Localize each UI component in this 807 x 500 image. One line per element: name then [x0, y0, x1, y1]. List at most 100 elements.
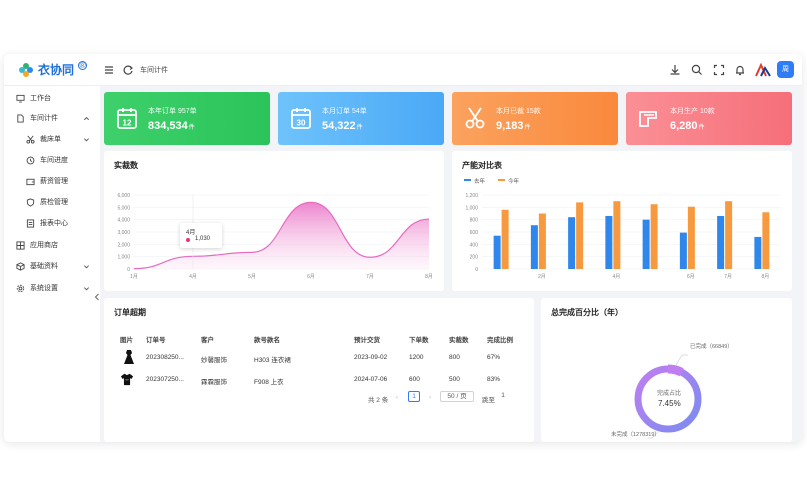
bell-icon[interactable] — [733, 63, 747, 77]
sidebar-item-label: 系统设置 — [30, 285, 58, 292]
x-tick-label: 5月 — [248, 274, 256, 280]
x-tick-label: 4月 — [189, 274, 197, 280]
bar — [725, 201, 733, 269]
chevron-down-icon — [84, 286, 89, 290]
sidebar-item-label: 质检管理 — [40, 199, 68, 206]
cube-icon — [16, 261, 25, 271]
user-avatar[interactable]: 周 — [777, 61, 794, 78]
y-tick-label: 1,200 — [465, 193, 478, 199]
search-icon[interactable] — [690, 63, 704, 77]
pager-goto-input[interactable]: 1 — [501, 392, 505, 399]
col-ordered: 下单数 — [409, 337, 429, 344]
refresh-icon[interactable] — [121, 63, 135, 77]
sidebar-item-quality[interactable]: 质检管理 — [4, 193, 100, 211]
col-delivery: 预计交货 — [354, 337, 380, 344]
y-tick-label: 4,000 — [117, 218, 130, 224]
page-size-select[interactable]: 50 / 页 — [440, 391, 474, 402]
x-tick-label: 6月 — [307, 274, 315, 280]
logo-text: 衣协同 — [38, 63, 75, 77]
breadcrumb[interactable]: 车间计件 — [140, 67, 168, 74]
cell-style: H303 连衣裙 — [254, 357, 291, 364]
panel-title: 产能对比表 — [462, 161, 502, 170]
stat-value: 6,280件 — [670, 120, 705, 132]
y-tick-label: 0 — [127, 267, 130, 273]
col-order-no: 订单号 — [146, 337, 166, 344]
sidebar-item-workbench[interactable]: 工作台 — [4, 89, 100, 107]
tooltip-month: 4月 — [186, 230, 196, 236]
bar — [650, 204, 658, 269]
sidebar-item-piecework[interactable]: 车间计件 — [4, 109, 100, 127]
stat-card-month-orders[interactable]: 30 本月订单 54单 54,322件 — [278, 92, 444, 145]
sidebar-item-label: 裁床单 — [40, 136, 61, 143]
pager-next-icon[interactable]: › — [429, 394, 432, 401]
cell-ordered: 1200 — [409, 354, 424, 361]
calendar-30-icon: 30 — [291, 108, 311, 129]
scissors-icon — [465, 107, 485, 129]
sidebar-item-label: 薪资管理 — [40, 178, 68, 185]
sidebar-item-salary[interactable]: 薪资管理 — [4, 172, 100, 190]
sidebar-item-label: 车间计件 — [30, 115, 58, 122]
donut-center-label: 完成占比 — [657, 391, 682, 397]
menu-toggle-icon[interactable] — [102, 63, 116, 77]
sidebar-item-label: 应用商店 — [30, 242, 58, 249]
tooltip-value: 1,030 — [195, 236, 211, 242]
bar — [530, 225, 538, 269]
stat-card-year-orders[interactable]: 12 本年订单 957单 834,534件 — [104, 92, 270, 145]
panel-title: 订单超期 — [114, 308, 146, 317]
fullscreen-icon[interactable] — [712, 63, 726, 77]
download-icon[interactable] — [668, 63, 682, 77]
chevron-down-icon — [84, 264, 89, 268]
x-tick-label: 1月 — [130, 274, 138, 280]
pager-prev-icon[interactable]: ‹ — [396, 394, 399, 401]
pager-total: 共 2 条 — [368, 397, 389, 404]
svg-text:30: 30 — [297, 119, 306, 128]
donut-done-slice — [667, 364, 684, 377]
cell-order-no[interactable]: 202307250... — [146, 376, 184, 383]
bar — [501, 209, 509, 269]
sidebar-collapse-icon[interactable] — [94, 290, 100, 304]
legend-swatch-this-year — [498, 179, 505, 181]
sidebar-item-cutting[interactable]: 裁床单 — [4, 130, 100, 148]
gear-icon — [16, 284, 25, 292]
sidebar-item-base-data[interactable]: 基础资料 — [4, 257, 100, 275]
col-style: 款号款名 — [254, 337, 280, 344]
legend-swatch-last-year — [464, 179, 471, 181]
scissors-icon — [26, 135, 35, 144]
monitor-icon — [16, 94, 25, 103]
pager-current-page[interactable]: 1 — [408, 391, 420, 402]
bar — [538, 213, 546, 269]
col-customer: 客户 — [201, 337, 214, 344]
cell-order-no[interactable]: 202308250... — [146, 354, 184, 361]
y-tick-label: 6,000 — [117, 193, 130, 199]
sidebar-item-label: 基础资料 — [30, 263, 58, 270]
legend-label-last-year: 去年 — [474, 179, 486, 185]
shield-icon — [26, 197, 35, 207]
stat-card-month-cut[interactable]: 本月已裁 15款 9,183件 — [452, 92, 618, 145]
x-tick-label: 6月 — [687, 274, 695, 280]
panel-title: 总完成百分比（年） — [551, 308, 623, 317]
app-logo[interactable]: 衣协同 ® — [18, 61, 88, 78]
y-tick-label: 600 — [470, 230, 479, 236]
area-fill — [134, 202, 429, 269]
grid-icon — [16, 240, 25, 250]
sidebar-item-reports[interactable]: 报表中心 — [4, 214, 100, 232]
bar — [568, 217, 576, 269]
chevron-down-icon — [84, 137, 89, 141]
cell-style: F908 上衣 — [254, 379, 284, 386]
real-count-panel: 实裁数 0 1,000 2,000 3,000 4,000 5,000 6,000 1月 4月 5… — [104, 151, 444, 291]
stat-card-month-production[interactable]: 本月生产 10款 6,280件 — [626, 92, 792, 145]
bar — [754, 236, 762, 269]
cell-ratio: 83% — [487, 376, 501, 383]
bar — [762, 212, 770, 269]
sidebar-item-app-store[interactable]: 应用商店 — [4, 236, 100, 254]
completion-panel: 总完成百分比（年） 已完成（66849） 未完成（1278319） 完成占比 7… — [541, 298, 792, 442]
calendar-12-icon: 12 — [117, 108, 137, 129]
sidebar-item-settings[interactable]: 系统设置 — [4, 279, 100, 297]
sidebar-item-progress[interactable]: 车间进度 — [4, 151, 100, 169]
brand-avatar-icon[interactable] — [755, 62, 771, 78]
y-tick-label: 2,000 — [117, 242, 130, 248]
bar — [642, 219, 650, 269]
col-ratio: 完成比例 — [487, 337, 513, 344]
y-tick-label: 200 — [470, 255, 479, 261]
cell-cut: 500 — [449, 376, 460, 383]
